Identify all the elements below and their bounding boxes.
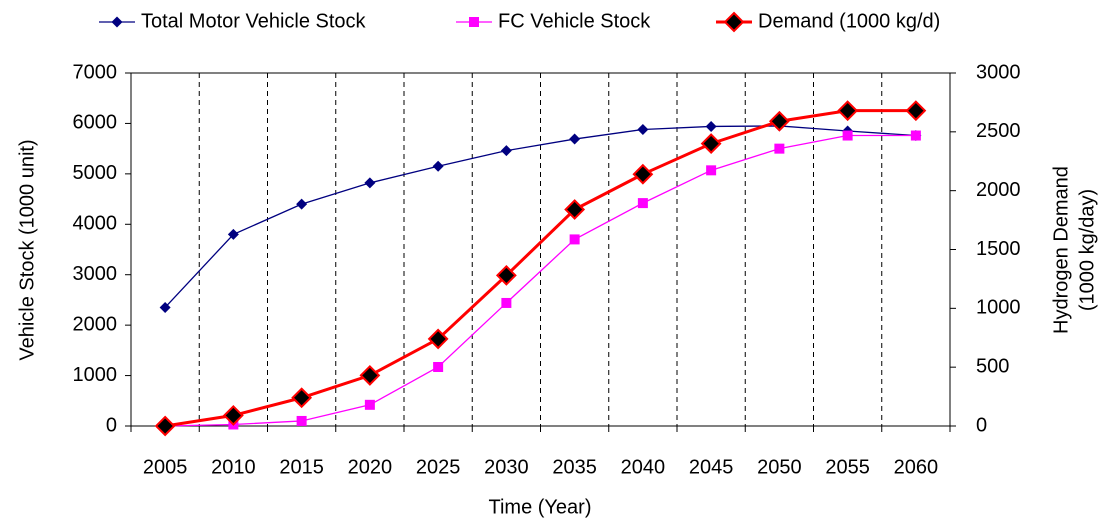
data-point bbox=[569, 133, 581, 145]
y2-tick-label: 500 bbox=[976, 355, 1009, 377]
y2-tick-label: 1000 bbox=[976, 297, 1021, 319]
data-point bbox=[154, 415, 176, 437]
legend-marker bbox=[723, 11, 745, 33]
x-tick-label: 2015 bbox=[279, 456, 324, 478]
data-point bbox=[637, 123, 649, 135]
y2-tick-label: 3000 bbox=[976, 61, 1021, 83]
y2-tick-label: 2500 bbox=[976, 120, 1021, 142]
data-point bbox=[500, 145, 512, 157]
y-tick-label: 3000 bbox=[73, 263, 118, 285]
data-point bbox=[705, 120, 717, 132]
x-tick-label: 2045 bbox=[689, 456, 734, 478]
data-point bbox=[364, 177, 376, 189]
data-point bbox=[905, 100, 927, 122]
x-axis-title: Time (Year) bbox=[489, 496, 592, 518]
y2-tick-label: 2000 bbox=[976, 179, 1021, 201]
y2-axis-title: (1000 kg/day) bbox=[1076, 189, 1098, 311]
data-point bbox=[706, 165, 717, 176]
x-tick-label: 2020 bbox=[348, 456, 393, 478]
data-point bbox=[364, 399, 375, 410]
series-line bbox=[165, 134, 916, 427]
series-line bbox=[164, 125, 916, 308]
y-tick-label: 4000 bbox=[73, 213, 118, 235]
y2-axis-title: Hydrogen Demand bbox=[1050, 166, 1072, 334]
x-tick-label: 2055 bbox=[825, 456, 870, 478]
y-tick-label: 5000 bbox=[73, 162, 118, 184]
data-point bbox=[564, 199, 586, 220]
y-tick-label: 1000 bbox=[73, 364, 118, 386]
data-point bbox=[910, 130, 921, 141]
data-point bbox=[632, 163, 654, 185]
data-point bbox=[159, 301, 171, 313]
legend-label: Demand (1000 kg/d) bbox=[758, 10, 940, 32]
legend-marker bbox=[111, 16, 123, 28]
x-tick-label: 2005 bbox=[143, 456, 188, 478]
data-point bbox=[296, 198, 308, 210]
data-point bbox=[501, 297, 512, 308]
data-point bbox=[837, 100, 859, 122]
data-point bbox=[637, 198, 648, 209]
legend-label: Total Motor Vehicle Stock bbox=[141, 10, 367, 32]
data-point bbox=[433, 361, 444, 372]
x-tick-label: 2030 bbox=[484, 456, 529, 478]
y-tick-label: 0 bbox=[106, 414, 117, 436]
data-point bbox=[296, 415, 307, 426]
x-tick-label: 2050 bbox=[757, 456, 802, 478]
x-tick-label: 2010 bbox=[211, 456, 256, 478]
y2-tick-label: 1500 bbox=[976, 238, 1021, 260]
data-point bbox=[569, 234, 580, 245]
y-tick-label: 2000 bbox=[73, 313, 118, 335]
data-point bbox=[227, 228, 239, 240]
data-point bbox=[774, 143, 785, 154]
y2-tick-label: 0 bbox=[976, 414, 987, 436]
series-line bbox=[164, 109, 916, 428]
data-point bbox=[291, 387, 313, 409]
data-point bbox=[768, 110, 790, 132]
y-tick-label: 7000 bbox=[73, 61, 118, 83]
data-point bbox=[427, 328, 449, 350]
legend-label: FC Vehicle Stock bbox=[498, 10, 651, 32]
data-point bbox=[495, 264, 517, 286]
legend-marker bbox=[469, 17, 479, 27]
x-tick-label: 2035 bbox=[552, 456, 597, 478]
y-tick-label: 6000 bbox=[73, 112, 118, 134]
y-axis-title: Vehicle Stock (1000 unit) bbox=[16, 139, 38, 360]
x-tick-label: 2060 bbox=[894, 456, 939, 478]
data-point bbox=[432, 160, 444, 172]
data-point bbox=[700, 133, 722, 155]
x-tick-label: 2025 bbox=[416, 456, 461, 478]
data-point bbox=[359, 364, 381, 386]
data-point bbox=[222, 404, 244, 426]
x-tick-label: 2040 bbox=[621, 456, 666, 478]
data-point bbox=[842, 130, 853, 141]
